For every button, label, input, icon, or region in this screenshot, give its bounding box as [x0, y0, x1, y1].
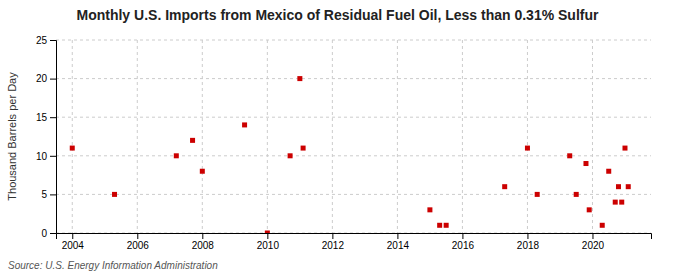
- tick-mark: [332, 233, 333, 239]
- title: Monthly U.S. Imports from Mexico of Resi…: [77, 7, 600, 23]
- point: [613, 200, 618, 205]
- point: [502, 184, 507, 189]
- y-axis: 0 5 10 15 20 25: [36, 35, 57, 239]
- tick: 2010: [257, 233, 280, 251]
- tick-mark: [202, 233, 203, 239]
- tick-mark: [50, 117, 56, 118]
- point: [301, 146, 306, 151]
- tick-label: 2016: [452, 240, 475, 251]
- tick-mark: [397, 233, 398, 239]
- tick: 10: [36, 151, 56, 162]
- tick-mark: [592, 233, 593, 239]
- tick: 2018: [517, 233, 540, 251]
- tick: 2020: [582, 233, 605, 251]
- grid-line: [527, 40, 528, 233]
- point: [297, 76, 302, 81]
- tick-mark: [50, 79, 56, 80]
- tick-mark: [50, 156, 56, 157]
- point: [574, 192, 579, 197]
- tick: 25: [36, 35, 56, 46]
- grid-line: [202, 40, 203, 233]
- point: [265, 231, 270, 234]
- point: [626, 184, 631, 189]
- tick-label: 0: [41, 228, 47, 239]
- grid-line: [72, 40, 73, 233]
- point: [525, 146, 530, 151]
- point: [567, 153, 572, 158]
- tick-mark: [50, 194, 56, 195]
- tick-label: 2020: [582, 240, 605, 251]
- point: [112, 192, 117, 197]
- point: [616, 184, 621, 189]
- grid-line: [592, 40, 593, 233]
- tick-label: 2006: [127, 240, 150, 251]
- tick: 5: [41, 189, 56, 200]
- grid-line: [56, 194, 651, 195]
- tick-label: 5: [41, 189, 47, 200]
- grid-line: [56, 78, 651, 79]
- tick: 0: [41, 228, 56, 239]
- tick: 2008: [192, 233, 215, 251]
- tick: 2006: [127, 233, 150, 251]
- grid-line: [56, 40, 651, 41]
- axis-line: [50, 41, 57, 234]
- tick-label: 2012: [322, 240, 345, 251]
- tick-mark: [462, 233, 463, 239]
- tick-mark: [50, 233, 56, 234]
- point: [606, 169, 611, 174]
- grid-line: [137, 40, 138, 233]
- point: [622, 146, 627, 151]
- grid-line: [56, 117, 651, 118]
- tick-label: 2010: [257, 240, 280, 251]
- grid-line: [332, 40, 333, 233]
- tick-mark: [72, 233, 73, 239]
- points: [70, 76, 631, 233]
- tick-mark: [527, 233, 528, 239]
- source: Source: U.S. Energy Information Administ…: [8, 260, 218, 271]
- y-axis-title: Thousand Barrels per Day: [6, 72, 18, 201]
- point: [619, 200, 624, 205]
- point: [174, 153, 179, 158]
- tick-label: 15: [36, 112, 48, 123]
- grid-line: [397, 40, 398, 233]
- x-axis: 2004 2006 2008 2010 2012 2014 2016 2018 2020: [57, 233, 652, 251]
- tick-mark: [267, 233, 268, 239]
- point: [190, 138, 195, 143]
- tick-label: 2014: [387, 240, 410, 251]
- tick-label: 2018: [517, 240, 540, 251]
- grid-line: [56, 155, 651, 156]
- point: [600, 223, 605, 228]
- chart: 2004 2006 2008 2010 2012 2014 2016 2018 2020 0 5 10…: [0, 0, 675, 275]
- point: [437, 223, 442, 228]
- plot-area: 2004 2006 2008 2010 2012 2014 2016 2018 2020 0 5 10…: [36, 35, 652, 251]
- tick: 15: [36, 112, 56, 123]
- grid-line: [267, 40, 268, 233]
- grid-line: [462, 40, 463, 233]
- tick-mark: [50, 40, 56, 41]
- point: [242, 122, 247, 127]
- tick-label: 2004: [62, 240, 85, 251]
- point: [535, 192, 540, 197]
- tick: 2016: [452, 233, 475, 251]
- tick-label: 25: [36, 35, 48, 46]
- axis-line: [57, 234, 652, 240]
- point: [444, 223, 449, 228]
- tick: 20: [36, 73, 56, 84]
- point: [583, 161, 588, 166]
- point: [200, 169, 205, 174]
- point: [288, 153, 293, 158]
- tick-label: 20: [36, 73, 48, 84]
- tick-mark: [137, 233, 138, 239]
- tick: 2014: [387, 233, 410, 251]
- point: [70, 146, 75, 151]
- tick: 2004: [62, 233, 85, 251]
- point: [587, 207, 592, 212]
- tick-label: 10: [36, 151, 48, 162]
- tick-label: 2008: [192, 240, 215, 251]
- point: [427, 207, 432, 212]
- grid: [56, 40, 651, 233]
- tick: 2012: [322, 233, 345, 251]
